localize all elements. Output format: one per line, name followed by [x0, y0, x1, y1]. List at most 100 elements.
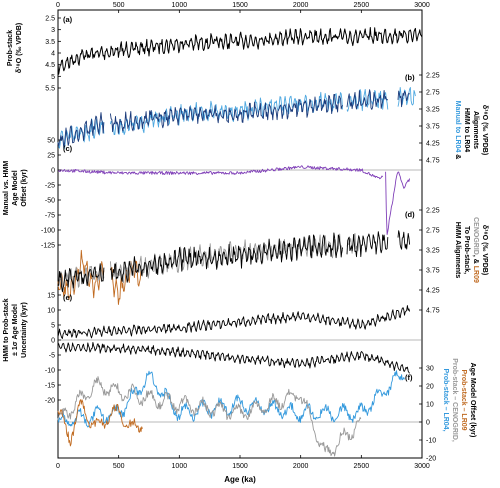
ylabel-a-line1: Prob-stack: [7, 30, 14, 66]
ylabel-f-line4: Age Model Offset (kyr): [469, 363, 476, 438]
ylabel-d-lr09: LR09: [472, 266, 479, 283]
ytick-label-f-4: -10: [426, 438, 436, 445]
ytick-label-f-2: 10: [426, 402, 434, 409]
xtick-label-top-4: 2000: [293, 2, 309, 9]
ylabel-b-line3: Alignments: [472, 111, 479, 149]
ytick-label-b-0: 2.25: [426, 73, 440, 80]
ylabel-e-line3: Uncertainty (kyr): [21, 302, 28, 358]
ylabel-b-amp: &: [454, 152, 461, 159]
panel-label-b: (b): [405, 73, 415, 82]
ylabel-e-line2: ± 1σ Age Model: [12, 304, 19, 356]
xtick-label-bottom-1: 500: [113, 463, 125, 470]
ylabel-e: HMM to Prob-stack ± 1σ Age Model Uncerta…: [3, 298, 28, 362]
ytick-label-e-5: -10: [45, 368, 55, 375]
series-a-0: [57, 27, 423, 75]
ytick-label-b-2: 3.25: [426, 107, 440, 114]
panel-label-e: (e): [63, 293, 73, 302]
ylabel-d-cenogrid: CENOGRID: [472, 217, 479, 255]
panel-label-d: (d): [405, 210, 415, 219]
ytick-label-f-0: 30: [426, 366, 434, 373]
ytick-label-c-1: 25: [47, 153, 55, 160]
ylabel-b-line1: Manual to LR04 &: [454, 101, 461, 160]
ytick-label-f-5: -20: [426, 456, 436, 463]
ytick-label-e-3: 0: [51, 338, 55, 345]
ylabel-c-line1: Manual vs. HMM: [3, 161, 10, 216]
ylabel-b-lr04: Manual to LR04: [454, 101, 461, 153]
xtick-label-bottom-2: 1000: [172, 463, 188, 470]
series-f-0: [57, 370, 405, 428]
ytick-label-e-6: -15: [45, 383, 55, 390]
series-e-1: [57, 341, 410, 374]
ylabel-f-line3: Prob-stack – LR09: [460, 369, 467, 430]
ylabel-d: HMM Alignments To Prob-stack, CENOGRID, …: [454, 217, 488, 283]
ylabel-b-line2: HMM to LR04: [463, 108, 470, 152]
ylabel-a-line2: δ¹⁸O (‰ VPDB): [16, 23, 23, 73]
series-b-1: [57, 89, 410, 149]
ytick-label-d-3: 3.75: [426, 268, 440, 275]
series-d-1: [57, 233, 362, 292]
xtick-label-top-5: 2500: [354, 2, 370, 9]
ytick-label-a-3: 4: [51, 51, 55, 58]
ytick-label-c-5: -75: [45, 213, 55, 220]
ytick-label-a-6: 5.5: [45, 86, 55, 93]
series-c-0: [57, 165, 411, 235]
ylabel-d-line2: To Prob-stack,: [463, 226, 470, 274]
ytick-label-e-2: 5: [51, 323, 55, 330]
ytick-label-c-6: -100: [41, 228, 55, 235]
xtick-label-bottom-5: 2500: [354, 463, 370, 470]
ytick-label-d-2: 3.25: [426, 248, 440, 255]
panel-label-f: (f): [405, 373, 413, 382]
ytick-label-c-7: -125: [41, 243, 55, 250]
ytick-label-d-5: 4.75: [426, 308, 440, 315]
ylabel-b-line4: δ¹⁸O (‰ VPDB): [481, 105, 488, 155]
ylabel-f: Prob-stack – LR04, Prob-stack – CENOGRID…: [442, 358, 476, 442]
series-b-0: [57, 87, 416, 149]
tick-layer: 2.5 3 3.5 4 4.5 5 5.5 2.25 2.75 3.25 3.75 4.25 4.75 5…: [41, 2, 440, 470]
xtick-label-bottom-0: 0: [56, 463, 60, 470]
ylabel-d-amp: , &: [472, 255, 479, 266]
series-layer: [57, 27, 423, 457]
ytick-label-b-3: 3.75: [426, 124, 440, 131]
ytick-label-f-3: 0: [426, 420, 430, 427]
ytick-label-a-2: 3.5: [45, 39, 55, 46]
ytick-label-e-1: 10: [47, 308, 55, 315]
ytick-label-a-4: 4.5: [45, 62, 55, 69]
ylabel-f-line1: Prob-stack – LR04,: [442, 368, 449, 431]
ytick-label-b-4: 4.25: [426, 141, 440, 148]
ylabel-c-line3: Offset (kyr): [21, 169, 28, 206]
ytick-label-a-0: 2.5: [45, 16, 55, 23]
series-e-0: [57, 305, 411, 339]
xtick-label-bottom-3: 1500: [232, 463, 248, 470]
ytick-label-d-1: 2.75: [426, 228, 440, 235]
plot-frame: [57, 9, 423, 459]
ytick-label-b-5: 4.75: [426, 158, 440, 165]
ytick-label-e-4: -5: [49, 353, 55, 360]
ytick-label-d-0: 2.25: [426, 208, 440, 215]
ytick-label-c-3: -25: [45, 183, 55, 190]
ylabel-d-line3: CENOGRID, & LR09: [472, 217, 479, 283]
ylabel-e-line1: HMM to Prob-stack: [3, 298, 10, 362]
ylabel-c: Manual vs. HMM Age Model Offset (kyr): [3, 161, 28, 216]
ytick-label-c-4: -50: [45, 198, 55, 205]
ylabel-f-line2: Prob-stack – CENOGRID,: [451, 358, 458, 442]
ytick-label-a-1: 3: [51, 27, 55, 34]
series-f-2: [57, 399, 143, 447]
ylabel-d-line4: δ¹⁸O (‰ VPDB): [481, 225, 488, 275]
ytick-label-d-4: 4.25: [426, 288, 440, 295]
xtick-label-top-1: 500: [113, 2, 125, 9]
xtick-label-top-3: 1500: [232, 2, 248, 9]
ytick-label-b-1: 2.75: [426, 90, 440, 97]
ytick-label-c-2: 0: [51, 168, 55, 175]
xtick-label-top-0: 0: [56, 2, 60, 9]
xtick-label-bottom-6: 3000: [414, 463, 430, 470]
panel-label-a: (a): [63, 15, 73, 24]
ylabel-c-line2: Age Model: [12, 170, 19, 205]
ylabel-d-line1: HMM Alignments: [454, 222, 461, 279]
ytick-label-a-5: 5: [51, 74, 55, 81]
ylabel-a: Prob-stack δ¹⁸O (‰ VPDB): [7, 23, 23, 73]
x-axis-label: Age (ka): [224, 475, 256, 484]
xtick-label-top-2: 1000: [172, 2, 188, 9]
series-d-2: [57, 230, 411, 293]
ytick-label-e-0: 15: [47, 293, 55, 300]
